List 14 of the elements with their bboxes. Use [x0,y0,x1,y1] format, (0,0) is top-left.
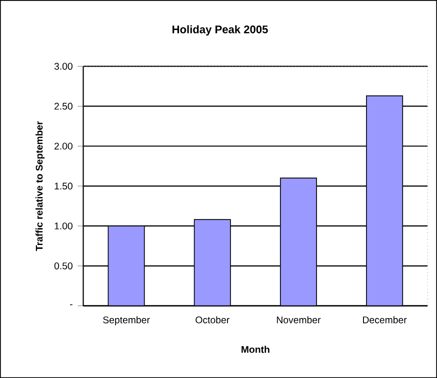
x-tick-label: November [276,316,321,324]
y-tick-label: 2.50 [54,102,72,110]
x-axis-title: Month [242,346,270,353]
y-tick-label: 0.50 [54,262,72,270]
y-axis-title: Traffic relative to September [36,121,45,251]
chart-title: Holiday Peak 2005 [172,25,268,36]
y-tick-label: 2.00 [54,142,72,150]
y-tick-label: - [70,304,72,306]
x-tick-label: December [363,316,407,324]
x-tick-label: September [103,316,150,326]
x-tick-label: October [196,316,230,324]
y-tick-label: 3.00 [54,62,72,70]
y-tick-label: 1.00 [54,222,72,230]
y-tick-label: 1.50 [54,182,72,190]
